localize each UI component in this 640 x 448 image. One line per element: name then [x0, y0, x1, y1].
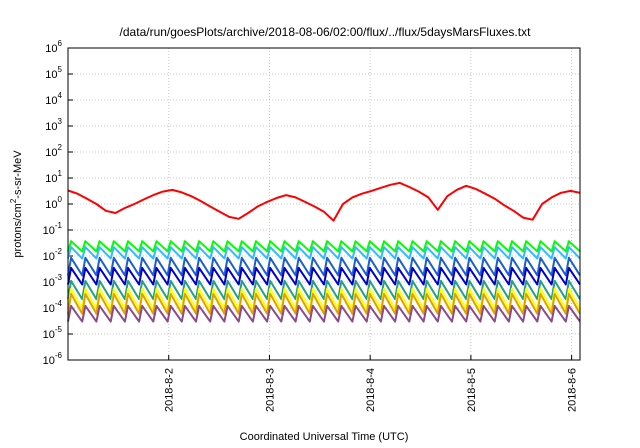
y-axis-label-post: -s-sr-MeV	[12, 150, 24, 199]
x-tick-label: 2018-8-6	[567, 368, 579, 412]
y-tick-label: 105	[45, 65, 62, 81]
x-axis-label: Coordinated Universal Time (UTC)	[240, 431, 409, 443]
y-axis-label-pre: protons/cm	[12, 203, 24, 257]
series-group	[67, 181, 581, 323]
x-tick-label: 2018-8-5	[466, 368, 478, 412]
y-tick-label: 103	[45, 117, 62, 133]
y-tick-label: 10-2	[43, 247, 63, 263]
series-line	[67, 240, 581, 253]
x-tick-label: 2018-8-3	[264, 368, 276, 412]
series-line	[67, 181, 581, 222]
series-line	[67, 256, 581, 277]
y-tick-label: 100	[45, 195, 62, 211]
x-tick-labels: 2018-8-2 2018-8-3 2018-8-4 2018-8-5 2018-8-6	[164, 368, 579, 412]
x-tick-label: 2018-8-2	[164, 368, 176, 412]
x-tick-label: 2018-8-4	[365, 368, 377, 412]
y-tick-label: 106	[45, 39, 62, 55]
chart-title: /data/run/goesPlots/archive/2018-08-06/0…	[120, 25, 532, 39]
y-tick-label: 10-3	[43, 273, 63, 289]
y-tick-labels: 10-6 10-5 10-4 10-3 10-2 10-1 100 101 102 103 104 1…	[43, 39, 63, 367]
y-tick-label: 10-4	[43, 299, 63, 315]
series-line	[67, 279, 581, 301]
y-tick-label: 104	[45, 91, 62, 107]
series-line	[67, 246, 581, 260]
y-tick-label: 101	[45, 169, 62, 185]
y-tick-label: 102	[45, 143, 62, 159]
y-axis-label: protons/cm2-s-sr-MeV	[9, 150, 24, 258]
y-axis-label-sup: 2	[9, 198, 18, 203]
series-line	[67, 304, 581, 323]
series-line	[67, 292, 581, 315]
plot-frame	[67, 47, 581, 361]
y-tick-label: 10-1	[43, 221, 63, 237]
y-tick-label: 10-6	[43, 351, 63, 367]
y-tick-label: 10-5	[43, 325, 63, 341]
series-line	[67, 266, 581, 286]
